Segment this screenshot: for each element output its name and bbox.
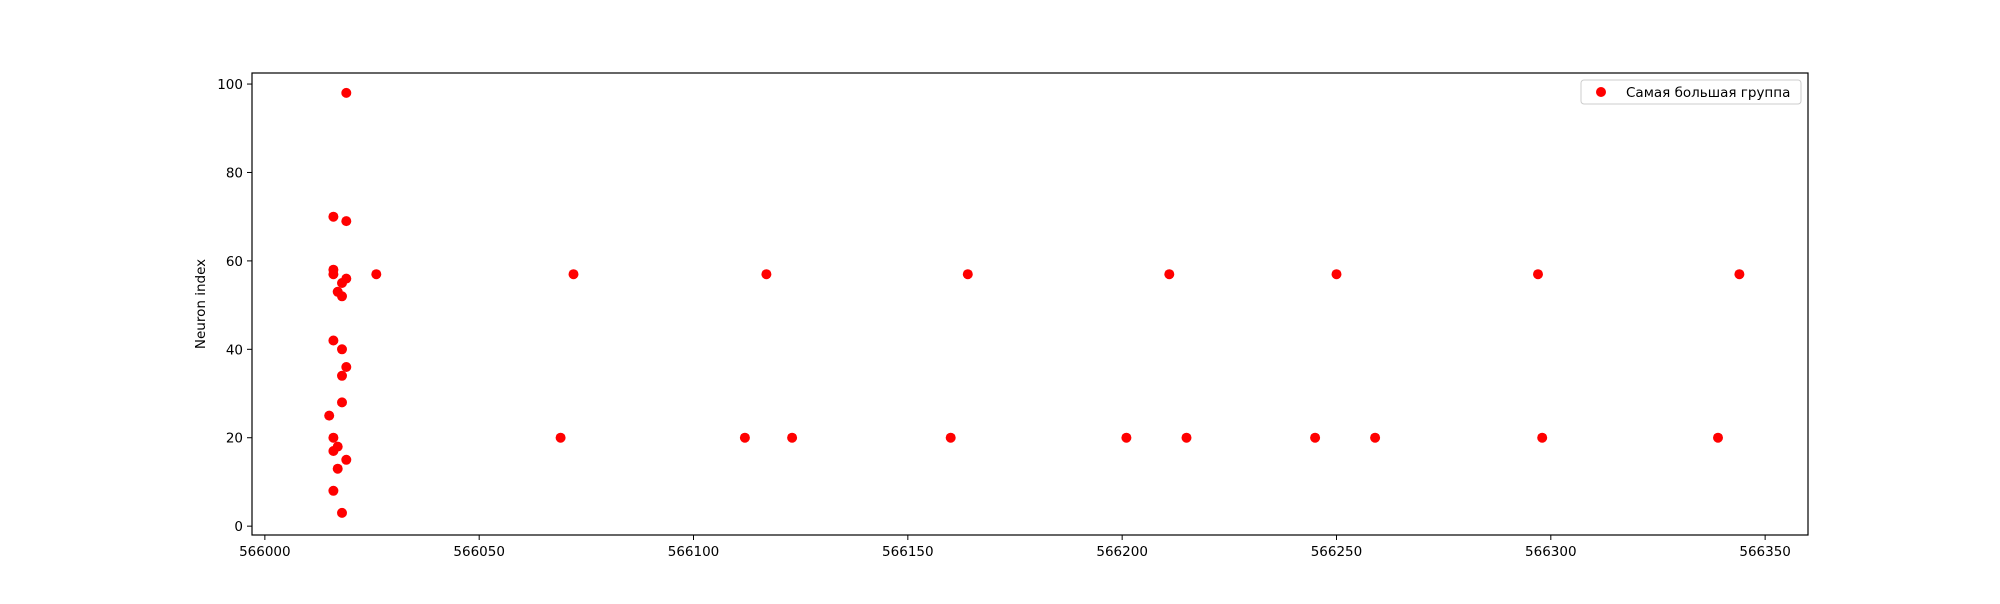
- x-tick-label: 566250: [1311, 544, 1363, 560]
- data-point: [324, 410, 335, 421]
- data-point: [568, 269, 579, 280]
- y-tick-label: 60: [226, 254, 243, 270]
- data-point: [1331, 269, 1342, 280]
- data-point: [341, 362, 352, 372]
- data-point: [1713, 432, 1723, 443]
- data-point: [328, 432, 339, 443]
- data-point: [1734, 269, 1745, 280]
- data-point: [1181, 432, 1192, 443]
- data-point: [337, 397, 347, 408]
- data-point: [341, 454, 352, 465]
- y-tick-label: 20: [226, 431, 243, 447]
- data-point: [328, 446, 339, 456]
- x-tick-label: 566100: [668, 544, 720, 560]
- data-point: [945, 432, 956, 443]
- legend-entry-label: Самая большая группа: [1626, 85, 1790, 101]
- data-point: [1121, 432, 1132, 443]
- data-point: [371, 269, 382, 280]
- legend-box: [1580, 79, 1802, 105]
- legend: Самая большая группа: [1580, 79, 1802, 105]
- data-point: [337, 370, 347, 381]
- data-point: [337, 507, 347, 518]
- x-tick-label: 566200: [1096, 544, 1148, 560]
- x-tick-label: 566050: [453, 544, 505, 560]
- data-point: [341, 216, 352, 227]
- data-point: [328, 485, 339, 496]
- y-tick-label: 40: [226, 342, 243, 358]
- data-point: [337, 278, 347, 288]
- data-point: [328, 269, 339, 280]
- data-point: [341, 87, 352, 98]
- data-point: [1533, 269, 1543, 280]
- y-axis-label: Neuron index: [193, 259, 209, 349]
- data-point: [337, 291, 347, 302]
- x-tick-label: 566300: [1525, 544, 1577, 560]
- plot-layer: [324, 87, 1745, 518]
- data-point: [555, 432, 566, 443]
- data-point: [337, 344, 347, 355]
- data-point: [328, 335, 339, 346]
- data-point: [787, 432, 798, 443]
- data-point: [962, 269, 973, 280]
- data-point: [1370, 432, 1381, 443]
- y-tick-label: 0: [234, 519, 243, 535]
- data-point: [332, 463, 343, 474]
- plot-frame: [251, 72, 1809, 536]
- y-tick-label: 100: [217, 77, 243, 93]
- data-point: [1537, 432, 1548, 443]
- data-point: [1310, 432, 1321, 443]
- x-tick-label: 566350: [1739, 544, 1791, 560]
- axes-layer: 566000 566050 566100 566150 566200 566250 5663…: [217, 77, 1791, 560]
- data-point: [328, 211, 339, 222]
- data-point: [1164, 269, 1175, 280]
- x-tick-label: 566150: [882, 544, 934, 560]
- y-tick-label: 80: [226, 165, 243, 181]
- legend-marker: [1596, 87, 1606, 97]
- data-point: [739, 432, 750, 443]
- data-point: [761, 269, 772, 280]
- x-tick-label: 566000: [239, 544, 291, 560]
